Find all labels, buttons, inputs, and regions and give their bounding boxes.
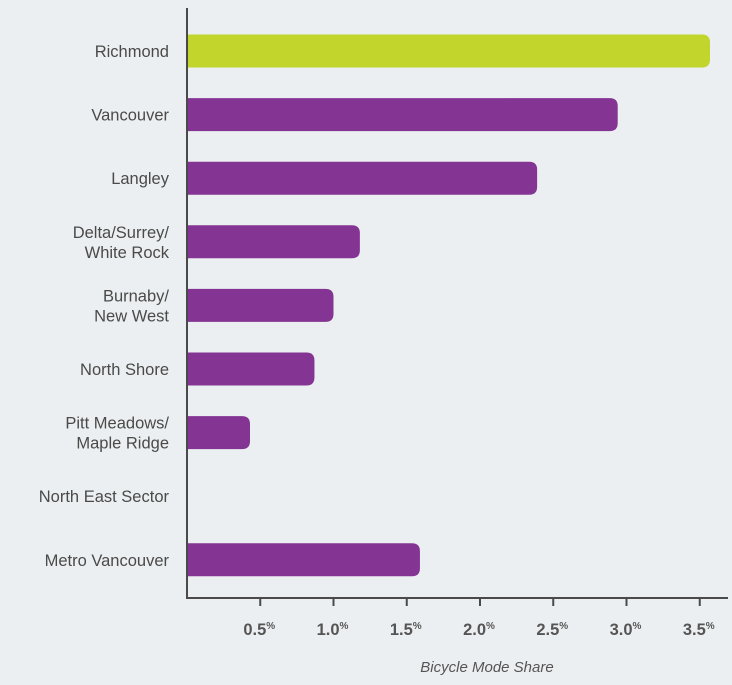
category-label: Metro Vancouver: [45, 552, 170, 570]
bar: [187, 543, 420, 577]
x-tick-label: 1.5%: [390, 621, 422, 639]
x-tick-label: 2.5%: [536, 621, 568, 639]
bar-shape: [187, 225, 360, 259]
x-tick-label: 0.5%: [243, 621, 275, 639]
category-label: Delta/Surrey/: [73, 224, 170, 242]
bar-shape: [187, 34, 711, 68]
bar-shape: [187, 416, 250, 450]
category-labels: Richmond Vancouver Langley Delta/Surrey/Whi…: [39, 43, 170, 570]
bar: [187, 161, 538, 195]
bar: [187, 34, 711, 68]
category-label: North East Sector: [39, 488, 170, 506]
category-label: White Rock: [85, 244, 170, 262]
bar-shape: [187, 98, 618, 132]
bar: [187, 352, 315, 386]
category-label: New West: [94, 307, 169, 325]
x-axis-title: Bicycle Mode Share: [420, 659, 553, 676]
category-label: Maple Ridge: [76, 435, 169, 453]
category-label: Richmond: [95, 43, 169, 61]
bar-shape: [187, 543, 420, 577]
bar: [187, 416, 250, 450]
category-label: Langley: [111, 170, 170, 188]
category-label: Vancouver: [91, 107, 169, 125]
bars-layer: [187, 34, 711, 577]
x-tick-label: 2.0%: [463, 621, 495, 639]
bar-shape: [187, 352, 315, 386]
bar: [187, 288, 334, 322]
bar-shape: [187, 288, 334, 322]
x-tick-label: 3.5%: [683, 621, 715, 639]
category-label: Pitt Meadows/: [65, 415, 169, 433]
x-tick-label: 3.0%: [610, 621, 642, 639]
category-label: North Shore: [80, 361, 169, 379]
category-label: Burnaby/: [103, 287, 169, 305]
bar: [187, 98, 618, 132]
bar-shape: [187, 161, 538, 195]
x-axis-ticks: 0.5% 1.0% 1.5% 2.0% 2.5% 3.0% 3.5%: [243, 598, 715, 639]
bar: [187, 225, 360, 259]
x-tick-label: 1.0%: [317, 621, 349, 639]
